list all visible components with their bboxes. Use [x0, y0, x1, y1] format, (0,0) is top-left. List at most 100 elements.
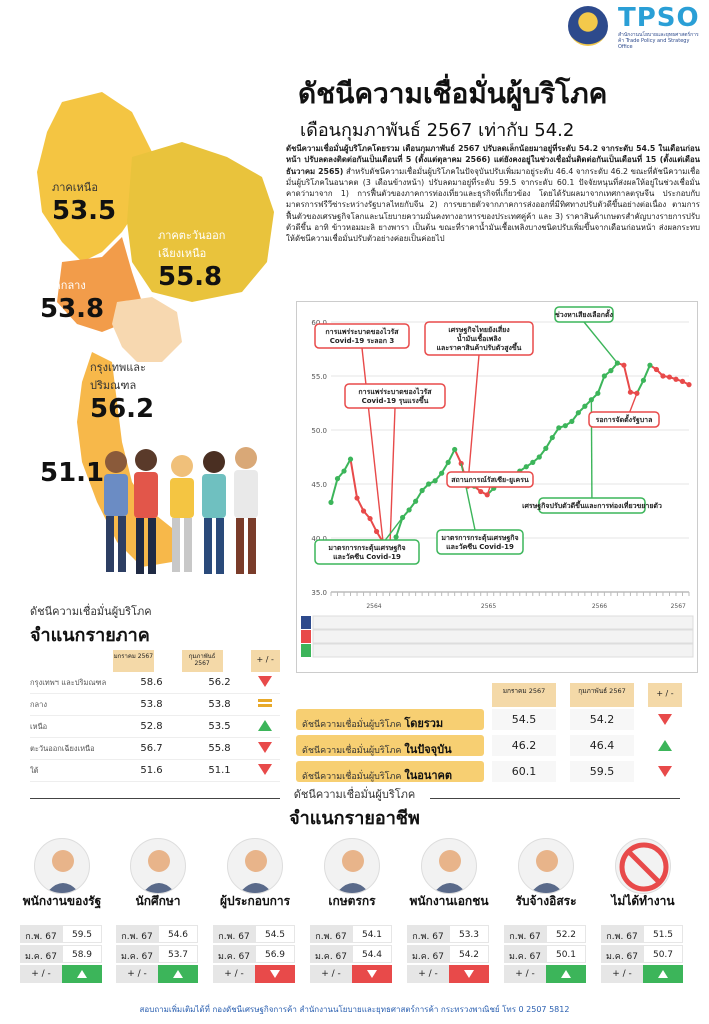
occupation-jan-value: 54.4: [352, 945, 392, 963]
data-point: [367, 515, 373, 522]
people-illustration: [104, 447, 258, 574]
trend-down-icon: [258, 763, 273, 775]
person-5: [234, 447, 258, 574]
occupation-card: ผู้ประกอบการ ก.พ. 67 54.5 ม.ค. 67 56.9 + /…: [213, 838, 297, 983]
north-region-shape: [37, 92, 152, 262]
occupation-trend: [255, 965, 295, 983]
occupation-card: รับจ้างอิสระ ก.พ. 67 52.2 ม.ค. 67 50.1 + /…: [504, 838, 588, 983]
data-point: [439, 470, 445, 476]
annotation-box: [588, 411, 660, 428]
strip-legend-swatch: [301, 644, 311, 657]
occupation-name: พนักงานเอกชน: [409, 894, 489, 908]
region-row-label: กลาง: [30, 699, 48, 709]
trend-up-icon: [561, 970, 571, 978]
annotation-text: และวัคซีน Covid-19: [446, 543, 514, 551]
region-table-row: กรุงเทพฯ และปริมณฑล 58.6 56.2: [30, 672, 280, 694]
annotation-connector: [466, 354, 480, 487]
annotation-box: [314, 323, 410, 349]
data-point: [452, 446, 458, 453]
consumer-row-jan: 54.5: [492, 708, 556, 730]
region-table-header: มกราคม 2567 กุมภาพันธ์ 2567 + / -: [113, 650, 280, 672]
data-point: [373, 528, 380, 535]
annotation-text: มาตรการกระตุ้นเศรษฐกิจ: [441, 533, 518, 543]
data-point: [530, 459, 536, 465]
region-row-label: เหนือ: [30, 721, 48, 731]
data-point: [523, 464, 529, 470]
x-year-label: 2566: [592, 603, 607, 610]
data-point: [445, 459, 451, 465]
data-point: [484, 492, 490, 498]
series-segment: [622, 364, 632, 393]
data-point: [640, 377, 647, 383]
annotation-text: การแพร่ระบาดของไวรัส: [358, 387, 432, 396]
consumer-row-label: ดัชนีความเชื่อมั่นผู้บริโภค ในอนาคต: [296, 760, 484, 782]
ministry-emblem-icon: [568, 6, 608, 46]
annotation-connector: [388, 407, 396, 557]
trend-up-icon: [173, 970, 183, 978]
consumer-row-trend: [648, 710, 682, 729]
trend-up-icon: [658, 739, 672, 751]
region-row-jan: 52.8: [140, 721, 163, 732]
occupation-name: รับจ้างอิสระ: [515, 894, 577, 908]
region-section-title: ดัชนีความเชื่อมั่นผู้บริโภค จำแนกรายภาค: [30, 605, 152, 646]
region-row-jan: 53.8: [140, 699, 163, 710]
data-point: [627, 389, 634, 395]
annotation-text: Covid-19 รุนแรงขึ้น: [362, 394, 429, 405]
region-row-trend: [250, 699, 280, 710]
consumer-table-row: ดัชนีความเชื่อมั่นผู้บริโภค ในปัจจุบัน 4…: [296, 733, 698, 757]
region-row-feb: 51.1: [208, 765, 231, 776]
occupation-name: ผู้ประกอบการ: [219, 894, 291, 908]
region-row-trend: [250, 763, 280, 778]
occupation-feb-value: 52.2: [546, 925, 586, 943]
tpso-logo: TPSO สำนักงานนโยบายและยุทธศาสตร์การค้า T…: [618, 3, 700, 50]
y-tick-label: 40.0: [311, 535, 327, 543]
northeast-region-shape: [127, 142, 274, 302]
thailand-region-map: [37, 92, 274, 567]
data-point: [679, 378, 686, 384]
annotation-text: และราคาสินค้าปรับตัวสูงขึ้น: [437, 341, 522, 353]
region-table-row: เหนือ 52.8 53.5: [30, 716, 280, 738]
annotation-text: รอการจัดตั้งรัฐบาล: [596, 413, 653, 425]
occupation-jan-value: 50.1: [546, 945, 586, 963]
consumer-table-row: ดัชนีความเชื่อมั่นผู้บริโภค ในอนาคต 60.1…: [296, 759, 698, 783]
occupation-jan-value: 50.7: [643, 945, 683, 963]
data-point: [556, 425, 562, 431]
page-title: ดัชนีความเชื่อมั่นผู้บริโภค: [298, 77, 608, 110]
data-point: [328, 499, 334, 505]
consumer-row-jan: 46.2: [492, 734, 556, 756]
data-point: [595, 390, 601, 396]
annotation-text: ช่วงหาเสียงเลือกตั้ง: [555, 308, 613, 319]
occupation-trend: [62, 965, 102, 983]
data-point: [562, 423, 568, 429]
farmer-icon: [324, 838, 380, 894]
occupation-jan-value: 54.2: [449, 945, 489, 963]
trend-down-icon: [367, 970, 377, 978]
consumer-row-feb: 59.5: [570, 760, 634, 782]
consumer-table-row: ดัชนีความเชื่อมั่นผู้บริโภค โดยรวม 54.5 …: [296, 707, 698, 731]
data-point: [647, 362, 653, 368]
consumer-row-trend: [648, 762, 682, 781]
occupation-trend: [158, 965, 198, 983]
annotation-text: น้ำมันเชื้อเพลิง: [457, 332, 502, 343]
occupation-section-title: ดัชนีความเชื่อมั่นผู้บริโภค จำแนกรายอาชี…: [289, 788, 420, 829]
region-north: ภาคเหนือ 53.5: [52, 181, 117, 226]
consumer-table-header: มกราคม 2567 กุมภาพันธ์ 2567 + / -: [492, 683, 698, 707]
consumer-row-trend: [648, 736, 682, 755]
data-point: [549, 434, 555, 441]
y-tick-label: 35.0: [311, 589, 327, 597]
annotation-text: เศรษฐกิจไทยยังเสี่ยง: [448, 324, 510, 335]
region-south: ภาคใต้ 51.1: [40, 443, 105, 488]
trend-down-icon: [658, 713, 672, 725]
region-row-trend: [250, 741, 280, 756]
business-owner-icon: [227, 838, 283, 894]
occupation-jan-value: 53.7: [158, 945, 198, 963]
data-point: [393, 534, 399, 540]
region-central: ภาคกลาง 53.8: [40, 279, 105, 324]
trend-down-icon: [464, 970, 474, 978]
footer-contact: สอบถามเพิ่มเติมได้ที่ กองดัชนีเศรษฐกิจกา…: [139, 1005, 570, 1014]
data-point: [601, 373, 607, 379]
data-point: [666, 374, 673, 380]
region-bangkok: กรุงเทพและปริมณฑล 56.2: [90, 361, 155, 424]
data-point: [341, 468, 347, 474]
consumer-row-feb: 46.4: [570, 734, 634, 756]
